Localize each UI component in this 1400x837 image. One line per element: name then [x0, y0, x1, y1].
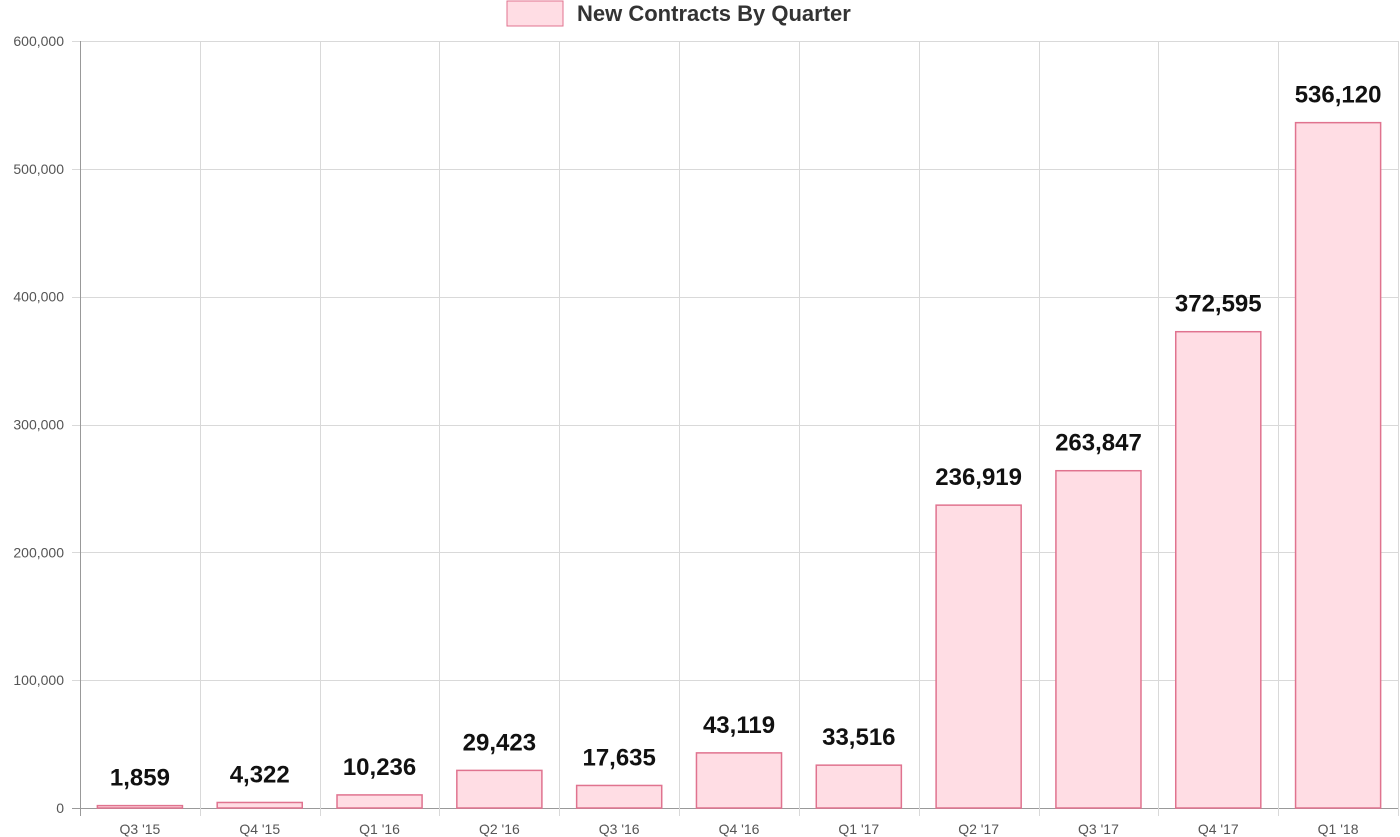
data-label: 17,635	[582, 744, 655, 771]
x-axis: Q3 '15 Q4 '15 Q1 '16 Q2 '16 Q3 '16 Q4 '16 Q1 '…	[120, 821, 1359, 837]
data-label: 43,119	[703, 712, 775, 739]
y-tick-label: 100,000	[13, 672, 64, 688]
bar[interactable]	[575, 784, 663, 809]
x-tick-label: Q4 '16	[719, 821, 760, 837]
data-label: 29,423	[463, 729, 536, 756]
bar[interactable]	[815, 764, 903, 809]
x-tick-label: Q2 '17	[958, 821, 999, 837]
x-tick-label: Q4 '15	[239, 821, 280, 837]
y-axis: 0 100,000 200,000 300,000 400,000 500,000 600,…	[13, 33, 64, 816]
legend-swatch	[506, 0, 564, 27]
x-tick-label: Q1 '18	[1318, 821, 1359, 837]
legend[interactable]: New Contracts By Quarter	[506, 0, 851, 27]
x-tick-label: Q1 '16	[359, 821, 400, 837]
y-tick-label: 0	[56, 800, 64, 816]
x-tick-label: Q3 '16	[599, 821, 640, 837]
bar[interactable]	[1055, 469, 1142, 809]
bar[interactable]	[1174, 330, 1262, 809]
data-label: 372,595	[1175, 291, 1262, 318]
bar[interactable]	[96, 804, 184, 809]
data-label: 10,236	[343, 754, 416, 781]
y-tick-label: 500,000	[13, 161, 64, 177]
bar[interactable]	[1294, 121, 1382, 809]
y-tick-label: 600,000	[13, 33, 64, 49]
legend-label: New Contracts By Quarter	[577, 1, 851, 26]
y-tick-label: 200,000	[13, 544, 64, 560]
bar[interactable]	[216, 801, 304, 809]
x-tick-label: Q3 '17	[1078, 821, 1119, 837]
data-label: 236,919	[935, 464, 1022, 491]
gridlines	[72, 41, 1399, 816]
bar[interactable]	[695, 752, 783, 809]
y-tick-label: 300,000	[13, 417, 64, 433]
bar[interactable]	[336, 794, 423, 809]
data-label: 263,847	[1055, 430, 1142, 457]
data-label: 1,859	[110, 765, 170, 792]
x-tick-label: Q3 '15	[120, 821, 161, 837]
bars	[96, 121, 1382, 809]
bar[interactable]	[935, 504, 1022, 809]
bar[interactable]	[456, 769, 543, 809]
data-label: 4,322	[230, 761, 290, 788]
y-tick-label: 400,000	[13, 289, 64, 305]
data-label: 536,120	[1295, 82, 1382, 109]
x-tick-label: Q1 '17	[838, 821, 879, 837]
data-labels: 1,859 4,322 10,236 29,423 17,635 43,119 33,516…	[110, 82, 1382, 792]
x-tick-label: Q2 '16	[479, 821, 520, 837]
x-tick-label: Q4 '17	[1198, 821, 1239, 837]
data-label: 33,516	[822, 724, 895, 751]
